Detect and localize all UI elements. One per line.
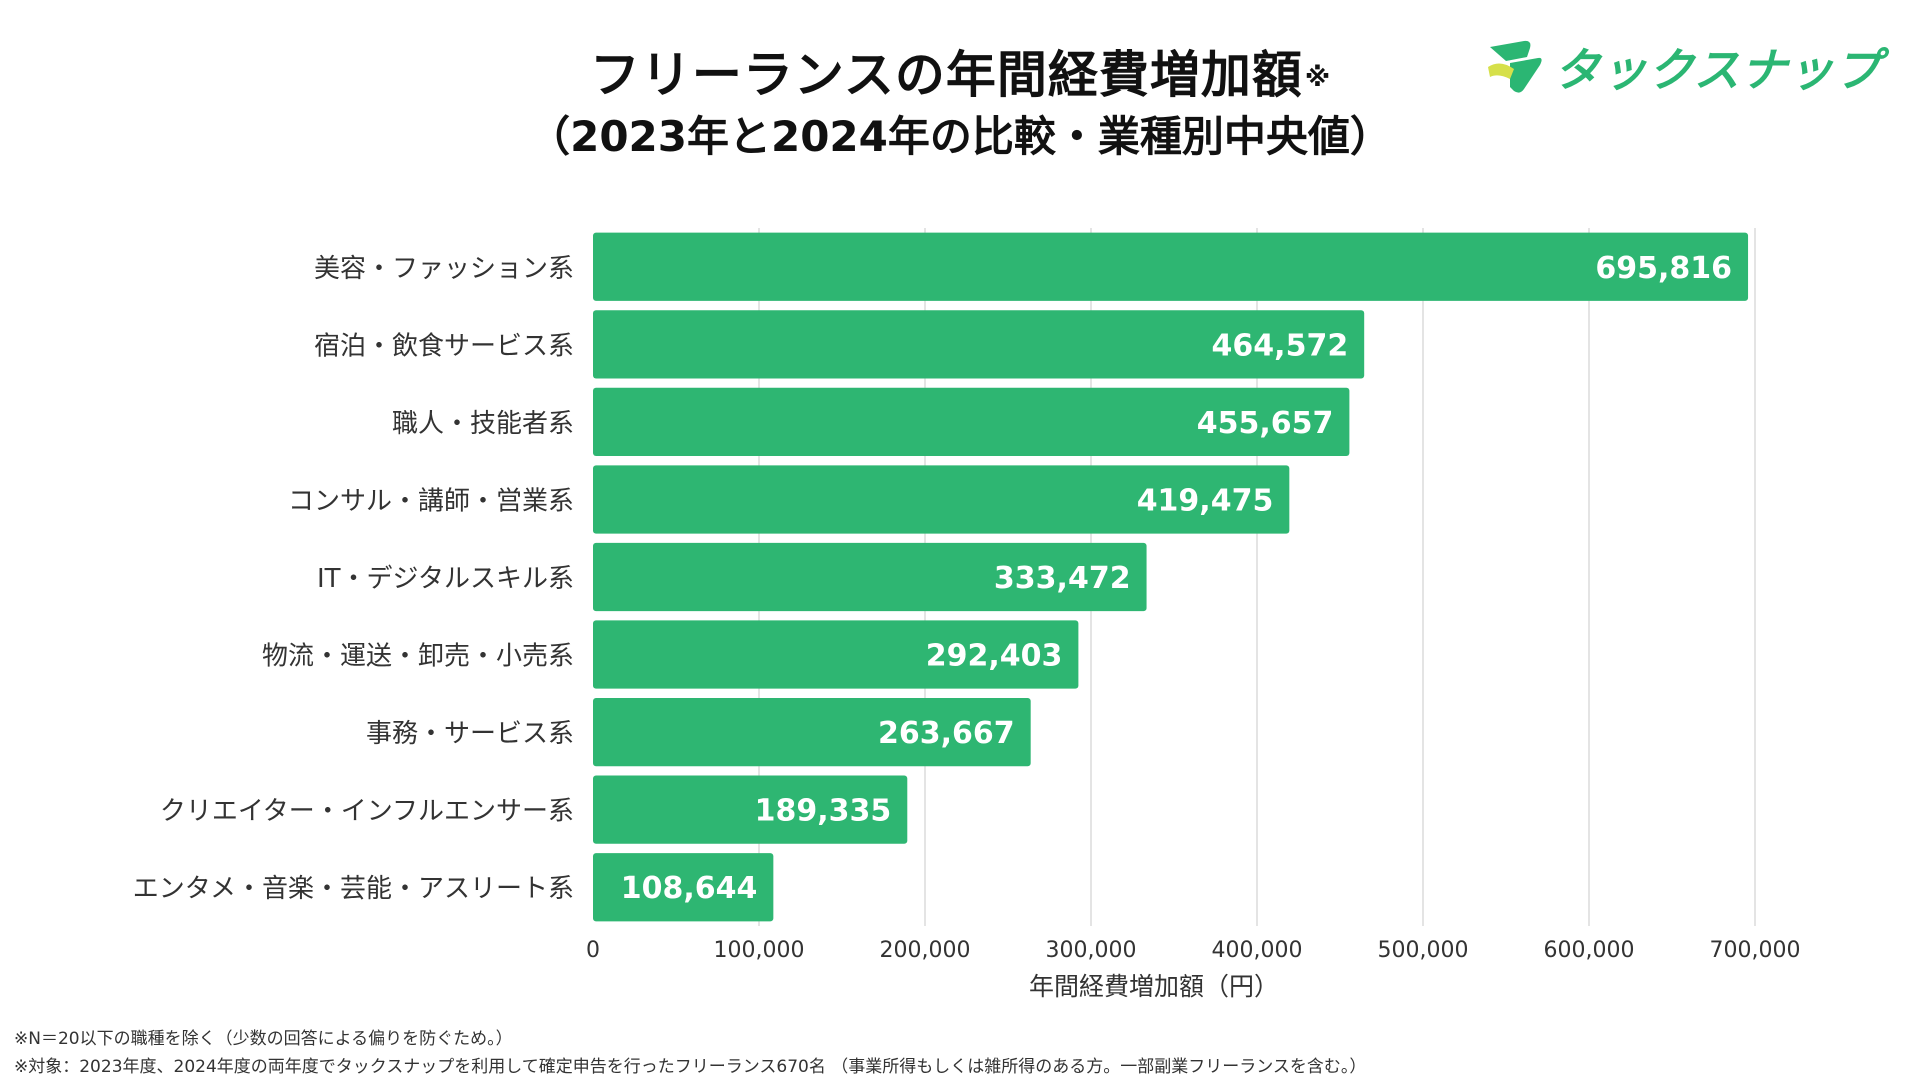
x-axis-title: 年間経費増加額（円） xyxy=(1029,972,1279,1001)
x-tick-label: 400,000 xyxy=(1212,938,1303,963)
category-label: 宿泊・飲食サービス系 xyxy=(314,331,574,361)
bar xyxy=(593,697,1031,767)
chart-subtitle: （2023年と2024年の比較・業種別中央値） xyxy=(528,111,1392,161)
bar-value-label: 333,472 xyxy=(994,561,1131,596)
bar-value-label: 108,644 xyxy=(621,871,758,906)
category-label: 物流・運送・卸売・小売系 xyxy=(262,642,574,672)
category-label: IT・デジタルスキル系 xyxy=(317,564,574,594)
bar-value-label: 695,816 xyxy=(1595,251,1732,286)
bar-value-label: 292,403 xyxy=(926,639,1063,674)
bar xyxy=(593,387,1350,457)
x-axis-ticks: 0 100,000 200,000 300,000 400,000 500,000 600,… xyxy=(586,938,1800,963)
title-block: フリーランスの年間経費増加額※ （2023年と2024年の比較・業種別中央値） xyxy=(0,44,1920,163)
bar-value-label: 455,657 xyxy=(1197,406,1334,441)
bar xyxy=(593,775,908,844)
bar-value-label: 464,572 xyxy=(1212,328,1349,363)
category-label: クリエイター・インフルエンサー系 xyxy=(160,797,574,827)
title-note-mark: ※ xyxy=(1304,62,1331,93)
footnote-exclusion: ※N＝20以下の職種を除く（少数の回答による偏りを防ぐため。） xyxy=(14,1029,513,1049)
x-tick-label: 0 xyxy=(586,938,600,963)
bar-value-label: 189,335 xyxy=(755,794,892,829)
category-label: 職人・技能者系 xyxy=(392,409,574,439)
x-tick-label: 600,000 xyxy=(1544,938,1635,963)
bar-value-label: 263,667 xyxy=(878,716,1015,751)
x-tick-label: 700,000 xyxy=(1710,938,1801,963)
footnote-target: ※対象：2023年度、2024年度の両年度でタックスナップを利用して確定申告を行… xyxy=(14,1057,1367,1077)
bar-value-label: 419,475 xyxy=(1137,483,1274,518)
chart-title-line: フリーランスの年間経費増加額※ xyxy=(0,44,1920,107)
chart-title: フリーランスの年間経費増加額 xyxy=(589,46,1303,104)
x-tick-label: 300,000 xyxy=(1046,938,1137,963)
x-tick-label: 100,000 xyxy=(714,938,805,963)
bar xyxy=(593,853,774,922)
bar xyxy=(593,232,1749,301)
category-label: 事務・サービス系 xyxy=(366,719,574,749)
category-label: コンサル・講師・営業系 xyxy=(288,486,574,516)
category-label: エンタメ・音楽・芸能・アスリート系 xyxy=(133,874,574,904)
bar xyxy=(593,542,1147,612)
bar xyxy=(593,620,1079,689)
bar xyxy=(593,465,1290,534)
bar xyxy=(593,310,1365,379)
logo-text: タックスナップ xyxy=(1554,43,1882,97)
taxnap-logo-icon xyxy=(1488,40,1542,93)
brand-logo: タックスナップ xyxy=(1480,32,1882,102)
bars: 695,816 464,572 455,657 419,475 333,472 292,4… xyxy=(593,232,1749,922)
x-tick-label: 200,000 xyxy=(880,938,971,963)
category-label: 美容・ファッション系 xyxy=(314,254,574,284)
x-tick-label: 500,000 xyxy=(1378,938,1469,963)
footnotes: ※N＝20以下の職種を除く（少数の回答による偏りを防ぐため。） ※対象：2023… xyxy=(14,1025,1366,1081)
